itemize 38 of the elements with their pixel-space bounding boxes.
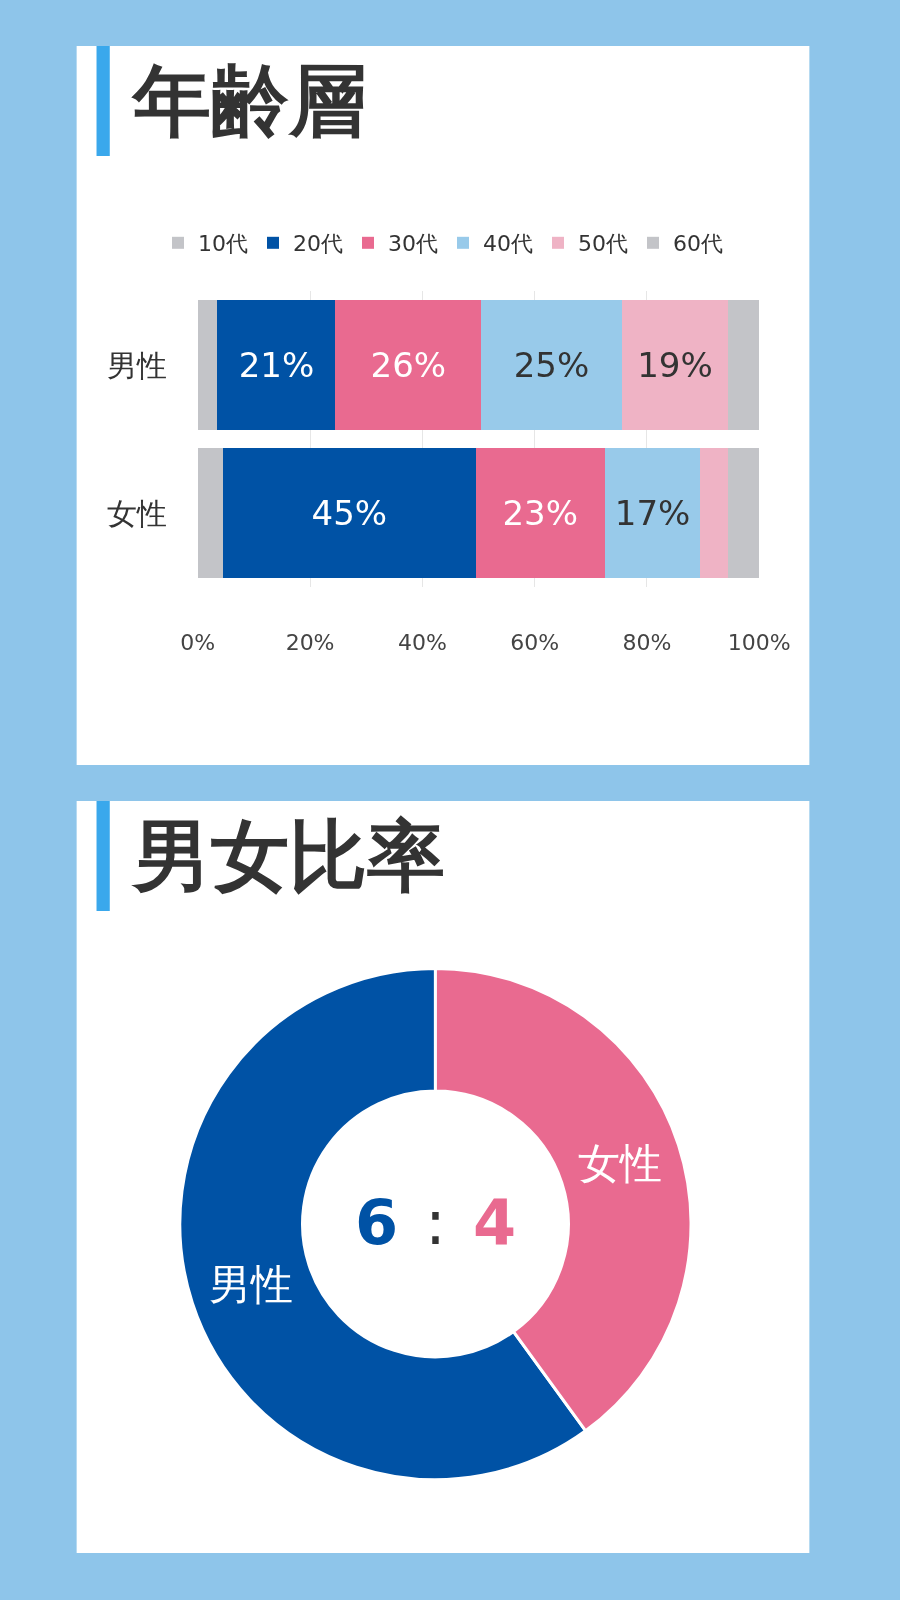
bar bbox=[217, 299, 336, 431]
legend-label: 10代 bbox=[198, 231, 248, 257]
slice-label: 女性 bbox=[578, 1139, 663, 1189]
text: 6 bbox=[355, 1186, 399, 1259]
bar bbox=[604, 447, 701, 579]
x-tick-label: 80% bbox=[622, 630, 672, 655]
x-tick-label: 40% bbox=[397, 630, 447, 655]
text: 4 bbox=[473, 1186, 517, 1259]
bar bbox=[197, 299, 218, 431]
chart-title: 年齢層 bbox=[131, 56, 367, 146]
text: : bbox=[425, 1186, 446, 1259]
legend-label: 60代 bbox=[673, 231, 723, 257]
legend-label: 40代 bbox=[483, 231, 533, 257]
legend-label: 30代 bbox=[388, 231, 438, 257]
bar bbox=[197, 447, 224, 579]
bar bbox=[728, 447, 760, 579]
legend-label: 20代 bbox=[293, 231, 343, 257]
chart-title: 男女比率 bbox=[131, 811, 445, 901]
bar bbox=[700, 447, 729, 579]
data-label: 19% bbox=[637, 345, 713, 385]
bar bbox=[481, 299, 622, 431]
data-label: 17% bbox=[614, 493, 691, 533]
bar bbox=[728, 299, 760, 431]
data-label: 23% bbox=[502, 493, 579, 533]
bar bbox=[475, 447, 605, 579]
x-tick-label: 20% bbox=[285, 630, 335, 655]
bar bbox=[335, 299, 482, 431]
x-tick-label: 0% bbox=[180, 630, 216, 655]
data-label: 21% bbox=[238, 345, 315, 385]
data-label: 25% bbox=[513, 345, 590, 385]
bar bbox=[621, 299, 729, 431]
data-label: 45% bbox=[311, 493, 388, 533]
data-label: 26% bbox=[370, 345, 447, 385]
legend-label: 50代 bbox=[578, 231, 628, 257]
x-tick-label: 60% bbox=[510, 630, 560, 655]
bar bbox=[223, 447, 476, 579]
slice-label: 男性 bbox=[208, 1259, 293, 1309]
x-tick-label: 100% bbox=[727, 630, 791, 655]
